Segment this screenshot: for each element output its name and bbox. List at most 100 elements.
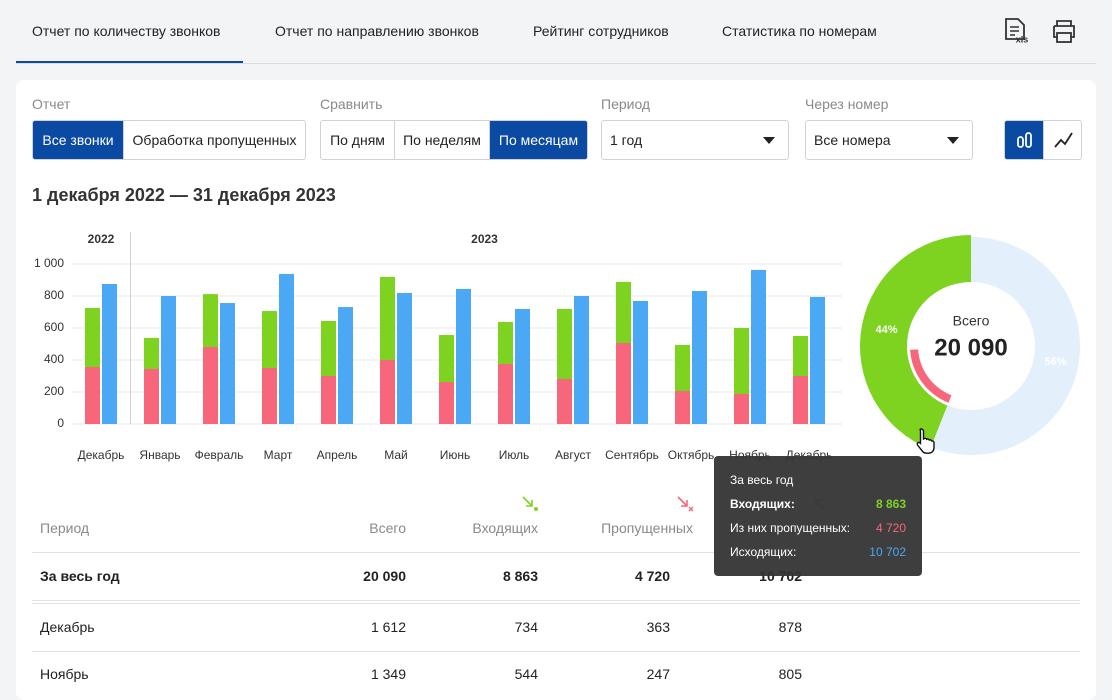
date-range: 1 декабря 2022 — 31 декабря 2023 bbox=[32, 185, 336, 205]
table-cell: 247 bbox=[646, 666, 670, 682]
button[interactable]: По дням bbox=[321, 121, 395, 159]
button[interactable]: Обработка пропущенных bbox=[132, 132, 297, 148]
caret bbox=[947, 137, 959, 144]
x-tick-label: Июнь bbox=[440, 448, 471, 462]
export-label: xls bbox=[1016, 34, 1029, 44]
bar bbox=[515, 308, 530, 424]
x-tick-label: Февраль bbox=[195, 448, 244, 462]
bar-view[interactable] bbox=[1005, 121, 1044, 159]
table: Период Всего Входящих Пропущенных За весь го… bbox=[32, 496, 1080, 682]
table-cell: Ноябрь bbox=[40, 666, 89, 682]
year-label: 2023 bbox=[471, 232, 498, 246]
tab-indicator bbox=[16, 61, 243, 63]
print[interactable] bbox=[1050, 18, 1078, 46]
column-header: Входящих bbox=[472, 520, 538, 536]
bar bbox=[380, 360, 395, 424]
y-tick-label: 800 bbox=[44, 288, 64, 302]
tooltip-label: Входящих: bbox=[730, 497, 795, 511]
tooltip-label: Исходящих: bbox=[730, 545, 797, 559]
row-divider bbox=[32, 600, 1080, 601]
report-toggle: Все звонки Обработка пропущенных bbox=[32, 120, 306, 160]
bar bbox=[397, 292, 412, 424]
tooltip: За весь год Входящих: 8 863 Из них пропу… bbox=[714, 456, 922, 576]
row-divider bbox=[32, 552, 1080, 553]
x-tick-label: Июль bbox=[499, 448, 530, 462]
x-tick-label: Октябрь bbox=[668, 448, 715, 462]
bar bbox=[85, 367, 100, 424]
button[interactable]: По месяцам bbox=[490, 121, 587, 159]
bar bbox=[102, 284, 117, 424]
x-tick-label: Апрель bbox=[317, 448, 358, 462]
caret bbox=[763, 137, 775, 144]
bar bbox=[439, 382, 454, 424]
page: Отчет по количеству звонков Отчет по нап… bbox=[16, 16, 1096, 700]
row-divider bbox=[32, 603, 1080, 604]
line-view[interactable] bbox=[1044, 121, 1081, 159]
center-total: 20 090 bbox=[934, 334, 1007, 361]
export-xls[interactable]: xls bbox=[1000, 16, 1036, 48]
filter-label: Через номер bbox=[805, 96, 889, 112]
x-tick-label: Август bbox=[555, 448, 592, 462]
tab[interactable]: Отчет по направлению звонков bbox=[275, 23, 479, 39]
x-tick-label: Декабрь bbox=[78, 448, 125, 462]
y-tick-label: 400 bbox=[44, 352, 64, 366]
missed-icon bbox=[677, 496, 694, 512]
charts: 0 200 400 600 800 1 000 2022 2023 Декабрь Январь Ф… bbox=[34, 232, 1080, 462]
bar bbox=[456, 288, 471, 424]
slice-label: 56% bbox=[1044, 356, 1066, 368]
table-cell: 1 349 bbox=[370, 666, 406, 682]
tooltip-value: 8 863 bbox=[875, 497, 906, 511]
table-cell: Декабрь bbox=[40, 619, 95, 635]
row-divider bbox=[32, 651, 1080, 652]
tooltip-label: Из них пропущенных: bbox=[730, 521, 851, 535]
y-tick-label: 600 bbox=[44, 320, 64, 334]
donut-slice bbox=[930, 237, 1080, 455]
column-header: Всего bbox=[369, 520, 406, 536]
table-cell: 878 bbox=[778, 619, 802, 635]
table-cell: 1 612 bbox=[370, 619, 406, 635]
y-tick-label: 1 000 bbox=[34, 256, 64, 270]
donut-slice bbox=[860, 235, 971, 450]
bar bbox=[203, 347, 218, 424]
bar bbox=[220, 303, 235, 424]
button[interactable]: По неделям bbox=[395, 121, 490, 159]
number-select[interactable]: Все номера bbox=[805, 120, 973, 160]
filter-label: Сравнить bbox=[320, 96, 383, 112]
x-tick-label: Сентябрь bbox=[605, 448, 659, 462]
x-tick-label: Январь bbox=[139, 448, 180, 462]
filter-label: Отчет bbox=[32, 96, 71, 112]
button[interactable]: Все звонки bbox=[33, 121, 124, 159]
table-cell: 805 bbox=[778, 666, 802, 682]
tab[interactable]: Рейтинг сотрудников bbox=[533, 23, 669, 39]
bar bbox=[279, 273, 294, 424]
year-label: 2022 bbox=[88, 232, 115, 246]
table-cell: 734 bbox=[514, 619, 538, 635]
period-select[interactable]: 1 год bbox=[601, 120, 789, 160]
bar bbox=[321, 376, 336, 424]
tab-divider bbox=[16, 63, 1096, 64]
bar bbox=[557, 379, 572, 424]
bar bbox=[574, 296, 589, 424]
table-cell: За весь год bbox=[40, 568, 120, 584]
x-tick-label: Март bbox=[264, 448, 293, 462]
bar bbox=[633, 300, 648, 424]
bar bbox=[498, 364, 513, 424]
filter-label: Период bbox=[601, 96, 651, 112]
bar bbox=[161, 296, 176, 424]
bar bbox=[675, 391, 690, 424]
y-tick-label: 0 bbox=[57, 416, 64, 430]
tab[interactable]: Отчет по количеству звонков bbox=[32, 23, 221, 39]
bar bbox=[734, 393, 749, 424]
tab[interactable]: Статистика по номерам bbox=[722, 23, 877, 39]
tooltip-value: 10 702 bbox=[869, 545, 906, 559]
column-header: Пропущенных bbox=[601, 520, 693, 536]
column-header: Период bbox=[40, 520, 90, 536]
tooltip-title: За весь год bbox=[730, 473, 794, 487]
tooltip-value: 4 720 bbox=[875, 521, 906, 535]
compare-toggle: По дням По неделям По месяцам bbox=[320, 120, 588, 160]
y-tick-label: 200 bbox=[44, 384, 64, 398]
table-cell: 363 bbox=[646, 619, 670, 635]
slice-label: 44% bbox=[876, 324, 898, 336]
table-cell: 8 863 bbox=[502, 568, 538, 584]
inner-arc bbox=[910, 349, 952, 403]
